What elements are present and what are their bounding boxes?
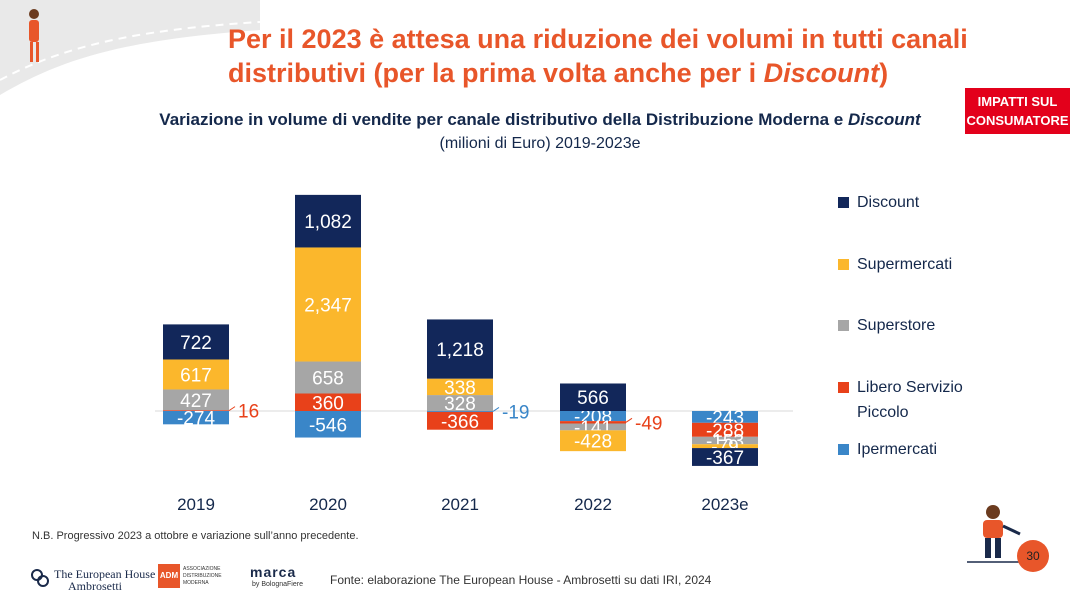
bar-discount-2023e bbox=[692, 448, 758, 466]
bar-libero-servizio-piccolo-2022 bbox=[560, 421, 626, 424]
legend-swatch bbox=[838, 320, 849, 331]
adm-logo-text: ASSOCIAZIONE DISTRIBUZIONE MODERNA bbox=[183, 566, 222, 586]
category-badge: IMPATTI SUL CONSUMATORE bbox=[965, 88, 1070, 134]
bar-superstore-2022 bbox=[560, 423, 626, 431]
data-label: 16 bbox=[238, 402, 259, 423]
leader-line bbox=[492, 407, 500, 412]
chart-title: Variazione in volume di vendite per cana… bbox=[159, 110, 921, 129]
slide-title: Per il 2023 è attesa una riduzione dei v… bbox=[228, 24, 968, 88]
bar-libero-servizio-piccolo-2023e bbox=[692, 422, 758, 437]
bar-superstore-2023e bbox=[692, 436, 758, 445]
leader-line bbox=[625, 417, 633, 423]
bar-ipermercati-2023e bbox=[692, 411, 758, 423]
footnote: N.B. Progressivo 2023 a ottobre e variaz… bbox=[32, 530, 359, 542]
data-label: 2,347 bbox=[304, 295, 352, 316]
legend-swatch bbox=[838, 259, 849, 270]
legend-item: Discount bbox=[838, 190, 919, 215]
bar-supermercati-2020 bbox=[295, 247, 361, 362]
bar-supermercati-2019 bbox=[163, 359, 229, 390]
adm-logo: ADM bbox=[158, 564, 180, 588]
legend-item: Libero Servizio Piccolo bbox=[838, 375, 967, 425]
data-label: -366 bbox=[441, 412, 479, 433]
data-label: 566 bbox=[577, 388, 609, 409]
x-tick-label: 2022 bbox=[574, 495, 612, 514]
legend-swatch bbox=[838, 444, 849, 455]
data-label: -288 bbox=[706, 421, 744, 442]
data-label: 1,218 bbox=[436, 340, 484, 361]
legend-swatch bbox=[838, 197, 849, 208]
legend-label: Libero Servizio Piccolo bbox=[857, 379, 963, 421]
data-label: -49 bbox=[635, 413, 662, 434]
bar-discount-2020 bbox=[295, 194, 361, 248]
marca-logo-sub: by BolognaFiere bbox=[252, 581, 303, 588]
bar-discount-2021 bbox=[427, 319, 493, 379]
legend-item: Supermercati bbox=[838, 252, 952, 277]
bar-supermercati-2023e bbox=[692, 444, 758, 449]
bar-supermercati-2022 bbox=[560, 430, 626, 452]
marca-logo: marca bbox=[250, 564, 297, 580]
leader-line bbox=[228, 406, 236, 412]
legend-label: Ipermercati bbox=[857, 441, 938, 458]
bar-superstore-2019 bbox=[163, 389, 229, 411]
page-number: 30 bbox=[1017, 540, 1049, 572]
legend-label: Supermercati bbox=[857, 256, 953, 273]
bar-libero-servizio-piccolo-2019 bbox=[163, 410, 229, 411]
bar-ipermercati-2020 bbox=[295, 411, 361, 438]
x-tick-label: 2023e bbox=[701, 495, 748, 514]
data-label: -367 bbox=[706, 448, 744, 469]
bar-discount-2019 bbox=[163, 324, 229, 360]
legend-item: Superstore bbox=[838, 313, 935, 338]
bar-libero-servizio-piccolo-2020 bbox=[295, 393, 361, 411]
bar-discount-2022 bbox=[560, 383, 626, 411]
source-note: Fonte: elaborazione The European House -… bbox=[330, 573, 712, 587]
bar-ipermercati-2019 bbox=[163, 411, 229, 425]
european-house-logo: The European House Ambrosetti bbox=[30, 568, 155, 592]
bar-libero-servizio-piccolo-2021 bbox=[427, 411, 493, 430]
data-label: -274 bbox=[177, 409, 215, 430]
data-label: 617 bbox=[180, 365, 212, 386]
data-label: 658 bbox=[312, 369, 344, 390]
chart-subtitle: (milioni di Euro) 2019-2023e bbox=[439, 135, 641, 152]
data-label: -19 bbox=[502, 402, 529, 423]
legend-swatch bbox=[838, 382, 849, 393]
road-decoration bbox=[0, 0, 260, 95]
bar-superstore-2021 bbox=[427, 395, 493, 411]
bar-ipermercati-2021 bbox=[427, 411, 493, 412]
bar-ipermercati-2022 bbox=[560, 411, 626, 422]
data-label: -546 bbox=[309, 415, 347, 436]
bar-supermercati-2021 bbox=[427, 378, 493, 396]
legend-label: Discount bbox=[857, 194, 920, 211]
walking-person-icon bbox=[29, 9, 39, 62]
data-label: 722 bbox=[180, 333, 212, 354]
legend-item: Ipermercati bbox=[838, 437, 937, 462]
x-tick-label: 2019 bbox=[177, 495, 215, 514]
x-tick-label: 2021 bbox=[441, 495, 479, 514]
bar-superstore-2020 bbox=[295, 361, 361, 394]
data-label: 338 bbox=[444, 378, 476, 399]
data-label: 427 bbox=[180, 391, 212, 412]
data-label: 328 bbox=[444, 394, 476, 415]
x-tick-label: 2020 bbox=[309, 495, 347, 514]
teha-logo-icon bbox=[31, 569, 49, 587]
data-label: -428 bbox=[574, 432, 612, 453]
legend-label: Superstore bbox=[857, 317, 936, 334]
data-label: 1,082 bbox=[304, 212, 352, 233]
gardener-illustration bbox=[967, 505, 1025, 563]
data-label: 360 bbox=[312, 393, 344, 414]
